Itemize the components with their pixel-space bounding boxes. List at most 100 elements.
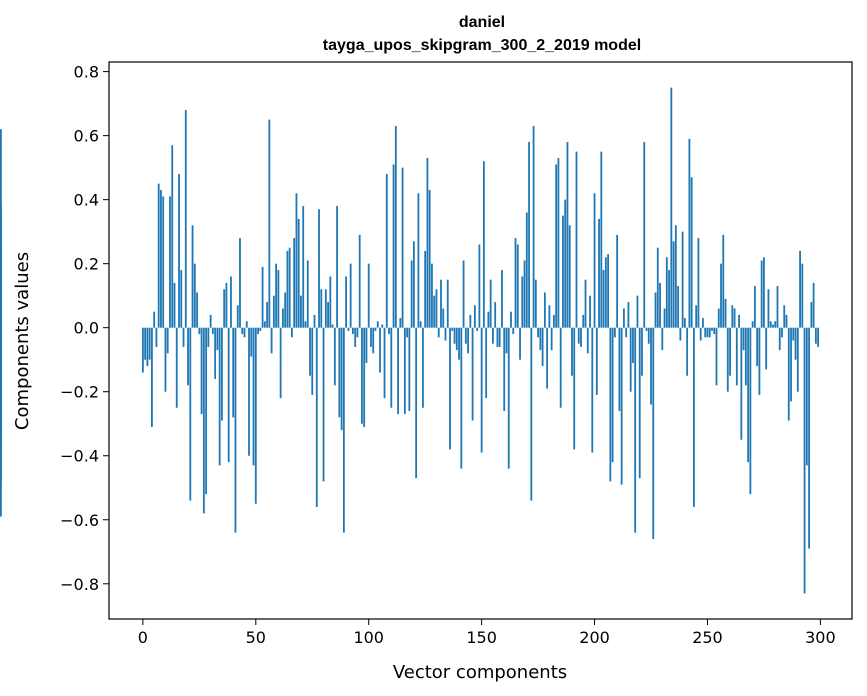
bar-component-148	[476, 327, 479, 331]
bar-component-180	[548, 305, 551, 328]
bar-component-284	[783, 305, 786, 328]
bar-component-89	[342, 327, 345, 533]
bar-component-3	[148, 327, 151, 360]
bar-component-80	[322, 327, 325, 482]
bar-component-65	[288, 247, 291, 328]
x-tick-label: 250	[692, 628, 723, 647]
bar-component-83	[329, 276, 332, 328]
bar-component-208	[611, 327, 614, 463]
bar-component-206	[607, 254, 609, 328]
bar-component-19	[184, 110, 187, 328]
bar-component-166	[516, 244, 519, 328]
bar-component-153	[487, 311, 490, 328]
bar-component-25	[198, 327, 201, 335]
bar-component-280	[774, 321, 777, 328]
bar-component-undefined	[0, 273, 2, 328]
bar-component-99	[365, 327, 368, 363]
bar-component-217	[632, 327, 634, 363]
bar-component-101	[370, 327, 372, 347]
bar-component-21	[189, 327, 192, 501]
bar-component-187	[564, 199, 567, 328]
bar-component-154	[489, 279, 492, 328]
bar-component-249	[704, 327, 707, 338]
bar-component-279	[772, 324, 774, 328]
bar-component-286	[787, 327, 790, 421]
bar-component-18	[182, 327, 185, 347]
x-tick-label: 100	[353, 628, 384, 647]
bar-component-105	[379, 327, 381, 373]
bar-component-145	[469, 314, 472, 328]
bar-component-212	[620, 327, 623, 485]
bar-component-235	[672, 241, 675, 328]
bar-component-111	[392, 164, 395, 328]
bar-component-136	[449, 327, 451, 450]
bar-component-292	[801, 263, 804, 328]
bar-component-254	[715, 327, 718, 386]
bar-component-undefined	[0, 129, 2, 328]
x-tick-label: 0	[138, 628, 148, 647]
bar-component-103	[374, 327, 377, 331]
bar-component-200	[593, 193, 596, 328]
bar-component-106	[381, 324, 384, 328]
bar-component-74	[309, 327, 311, 376]
bar-component-237	[677, 286, 680, 328]
bar-component-277	[767, 289, 770, 328]
bar-component-28	[205, 327, 208, 495]
bar-component-72	[304, 321, 307, 328]
bar-component-297	[812, 282, 815, 328]
bar-component-76	[313, 314, 316, 328]
bar-series	[0, 87, 820, 594]
bar-component-260	[729, 327, 731, 376]
bar-component-138	[453, 327, 456, 344]
bar-component-270	[751, 321, 754, 328]
chart-subtitle: tayga_upos_skipgram_300_2_2019 model	[323, 37, 641, 54]
bar-component-84	[331, 324, 334, 328]
bar-component-127	[428, 190, 431, 328]
bar-component-194	[580, 327, 582, 347]
bar-component-49	[252, 327, 255, 466]
bar-component-85	[333, 327, 336, 386]
bar-component-261	[731, 305, 734, 328]
bar-component-96	[358, 234, 361, 328]
bar-component-146	[471, 327, 474, 421]
bar-component-168	[521, 276, 524, 328]
y-tick-label: −0.8	[60, 575, 99, 594]
bar-component-58	[272, 295, 275, 328]
bar-component-135	[446, 279, 449, 328]
bar-component-63	[284, 292, 287, 328]
bar-component-62	[281, 308, 284, 328]
bar-component-209	[613, 327, 616, 338]
bar-component-258	[724, 298, 727, 328]
bar-component-39	[230, 276, 232, 328]
bar-component-220	[638, 327, 641, 479]
bar-component-2	[146, 327, 149, 367]
bar-component-undefined	[0, 327, 2, 434]
bar-component-23	[193, 263, 196, 328]
bar-component-238	[679, 327, 682, 341]
bar-component-86	[336, 206, 338, 328]
bar-component-38	[227, 327, 230, 463]
bar-component-174	[534, 279, 537, 328]
bar-component-228	[656, 247, 659, 328]
bar-component-247	[699, 327, 702, 341]
bar-component-222	[643, 142, 646, 328]
x-axis-label: Vector components	[393, 662, 567, 683]
y-tick-label: 0.8	[74, 63, 99, 82]
chart-title: daniel	[459, 14, 505, 31]
bar-component-226	[652, 327, 655, 539]
bar-component-213	[623, 308, 625, 328]
bar-component-230	[661, 327, 664, 351]
bar-component-243	[690, 177, 693, 328]
bar-component-140	[458, 327, 460, 360]
bar-component-123	[419, 321, 422, 328]
bar-component-102	[372, 327, 375, 354]
bar-component-240	[683, 318, 686, 328]
y-tick-label: 0.6	[74, 127, 99, 146]
bar-component-0	[141, 327, 144, 373]
bar-component-186	[562, 215, 564, 328]
bar-component-60	[277, 270, 280, 328]
bar-component-274	[760, 260, 763, 328]
bar-component-70	[300, 295, 302, 328]
bar-component-47	[248, 327, 250, 456]
bar-component-158	[498, 327, 501, 347]
